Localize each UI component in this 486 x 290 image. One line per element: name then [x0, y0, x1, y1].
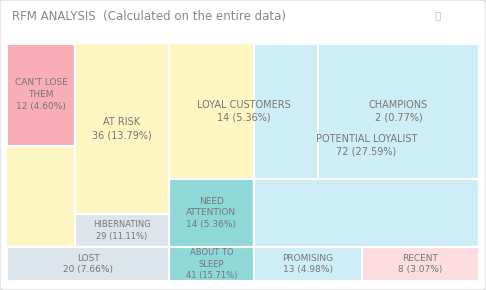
Bar — [169, 179, 254, 247]
Text: NEED
ATTENTION
14 (5.36%): NEED ATTENTION 14 (5.36%) — [186, 197, 237, 229]
Text: POTENTIAL LOYALIST
72 (27.59%): POTENTIAL LOYALIST 72 (27.59%) — [315, 134, 417, 157]
Bar — [75, 213, 169, 247]
Bar — [7, 44, 75, 146]
Bar — [75, 44, 169, 213]
Text: ⓘ: ⓘ — [435, 10, 441, 20]
Text: LOST
20 (7.66%): LOST 20 (7.66%) — [63, 254, 113, 274]
Bar — [254, 247, 362, 281]
Text: HIBERNATING
29 (11.11%): HIBERNATING 29 (11.11%) — [93, 220, 151, 241]
Bar — [169, 247, 254, 281]
Bar — [7, 247, 169, 281]
Bar — [254, 44, 479, 247]
Text: AT RISK
36 (13.79%): AT RISK 36 (13.79%) — [92, 117, 152, 140]
Text: LOYAL CUSTOMERS
14 (5.36%): LOYAL CUSTOMERS 14 (5.36%) — [197, 100, 291, 123]
Text: RECENT
8 (3.07%): RECENT 8 (3.07%) — [399, 254, 443, 274]
Text: RFM ANALYSIS  (Calculated on the entire data): RFM ANALYSIS (Calculated on the entire d… — [12, 10, 286, 23]
Bar — [318, 44, 479, 179]
Text: PROMISING
13 (4.98%): PROMISING 13 (4.98%) — [282, 254, 333, 274]
Text: ABOUT TO
SLEEP
41 (15.71%): ABOUT TO SLEEP 41 (15.71%) — [186, 248, 237, 280]
Text: CAN'T LOSE
THEM
12 (4.60%): CAN'T LOSE THEM 12 (4.60%) — [15, 78, 68, 111]
Bar — [7, 146, 169, 247]
Text: CHAMPIONS
2 (0.77%): CHAMPIONS 2 (0.77%) — [369, 100, 428, 123]
Bar — [169, 44, 318, 179]
Bar — [362, 247, 479, 281]
